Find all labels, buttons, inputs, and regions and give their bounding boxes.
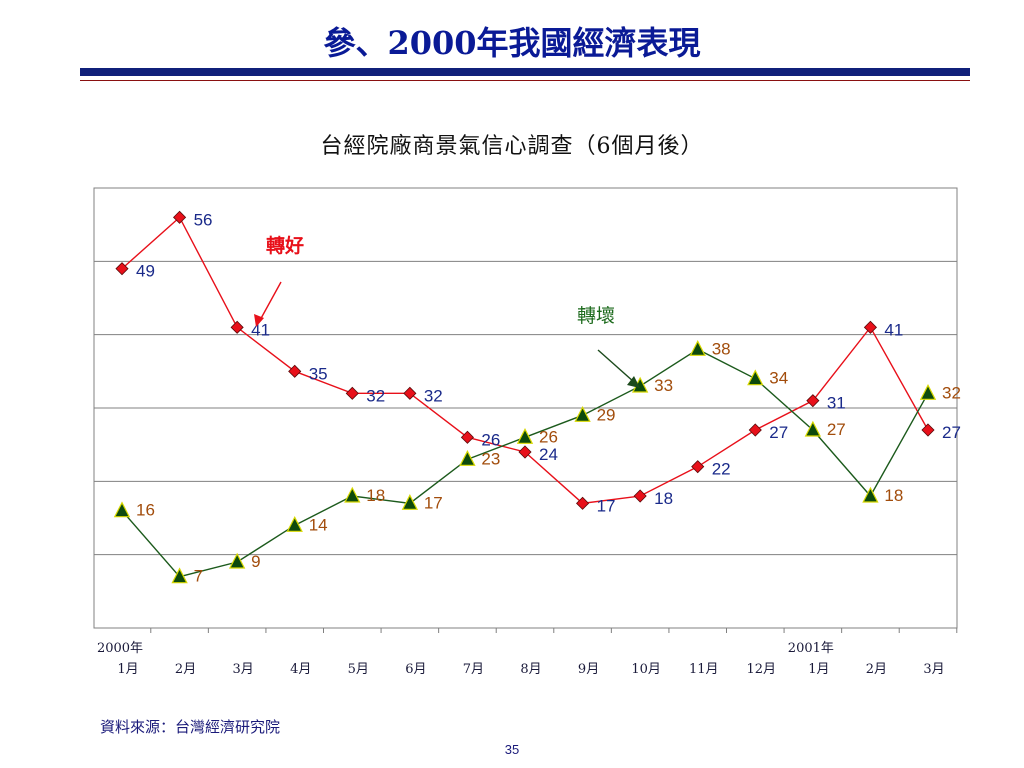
data-label: 27	[942, 423, 961, 442]
data-point-diamond	[345, 386, 359, 400]
data-label: 17	[597, 496, 616, 515]
data-label: 17	[424, 493, 443, 512]
data-label: 18	[366, 486, 385, 505]
data-label: 41	[251, 320, 270, 339]
x-year-label: 2001年	[788, 641, 834, 656]
data-point-triangle	[401, 494, 419, 510]
data-label: 31	[827, 394, 846, 413]
annotation-arrowhead-worse	[627, 376, 640, 388]
data-point-diamond	[576, 496, 590, 510]
data-label: 16	[136, 501, 155, 520]
data-label: 7	[194, 567, 203, 586]
data-label: 32	[366, 386, 385, 405]
data-point-diamond	[748, 423, 762, 437]
data-point-triangle	[113, 501, 131, 518]
data-point-triangle	[228, 552, 246, 569]
data-point-triangle	[804, 420, 822, 437]
data-label: 41	[884, 320, 903, 339]
data-point-triangle	[689, 340, 706, 356]
x-tick-label: 10月	[631, 662, 661, 677]
data-point-triangle	[574, 406, 591, 422]
x-tick-label: 12月	[747, 662, 777, 677]
data-label: 9	[251, 552, 260, 571]
data-label: 49	[136, 262, 155, 281]
data-point-triangle	[516, 428, 534, 444]
data-label: 34	[769, 369, 788, 388]
x-tick-label: 9月	[578, 662, 599, 677]
x-tick-label: 7月	[463, 662, 484, 677]
data-label: 23	[481, 449, 500, 468]
data-label: 32	[942, 383, 961, 402]
data-point-diamond	[921, 423, 935, 437]
data-point-diamond	[518, 445, 532, 459]
data-label: 18	[654, 489, 673, 508]
data-point-diamond	[633, 489, 647, 503]
source-note: 資料來源：台灣經濟研究院	[100, 718, 281, 736]
data-point-triangle	[286, 516, 303, 532]
data-point-triangle	[862, 486, 879, 503]
data-label: 24	[539, 445, 558, 464]
x-tick-label: 6月	[405, 662, 426, 677]
data-label: 27	[769, 423, 788, 442]
annotation-arrow-worse	[597, 349, 635, 383]
annotation-arrow-better	[258, 281, 282, 323]
data-point-diamond	[460, 430, 474, 444]
data-point-triangle	[171, 567, 188, 584]
data-label: 22	[712, 460, 731, 479]
data-label: 29	[597, 405, 616, 424]
data-label: 33	[654, 376, 673, 395]
page-number: 35	[504, 742, 520, 757]
x-tick-label: 2月	[866, 662, 887, 677]
data-label: 18	[884, 486, 903, 505]
data-point-diamond	[691, 460, 705, 474]
data-label: 56	[194, 210, 213, 229]
title-divider	[80, 68, 970, 76]
annotation-arrowhead-better	[254, 314, 264, 327]
x-tick-label: 3月	[233, 662, 254, 677]
x-tick-label: 1月	[808, 662, 829, 677]
data-point-diamond	[173, 210, 187, 224]
x-tick-label: 4月	[290, 662, 311, 677]
data-label: 14	[309, 515, 328, 534]
data-point-diamond	[288, 364, 302, 378]
annotation-better: 轉好	[266, 234, 304, 257]
title-divider-thin	[80, 80, 970, 81]
data-point-triangle	[344, 486, 361, 503]
data-point-triangle	[919, 384, 937, 400]
data-label: 27	[827, 420, 846, 439]
data-point-diamond	[115, 262, 129, 276]
x-tick-label: 1月	[117, 662, 138, 677]
x-tick-label: 3月	[923, 662, 944, 677]
x-year-label: 2000年	[97, 641, 143, 656]
x-tick-label: 11月	[689, 662, 719, 677]
data-point-triangle	[747, 369, 764, 386]
data-point-diamond	[230, 320, 244, 334]
data-point-triangle	[459, 450, 476, 466]
data-point-diamond	[403, 386, 417, 400]
x-tick-label: 8月	[520, 662, 541, 677]
data-point-diamond	[806, 394, 820, 408]
slide-title: 參、2000年我國經濟表現	[323, 24, 701, 62]
x-tick-label: 5月	[348, 662, 369, 677]
annotation-worse: 轉壞	[577, 305, 615, 327]
data-point-diamond	[863, 320, 877, 334]
data-label: 26	[481, 430, 500, 449]
x-tick-label: 2月	[175, 662, 196, 677]
data-label: 32	[424, 386, 443, 405]
data-label: 38	[712, 339, 731, 358]
data-label: 35	[309, 364, 328, 383]
data-label: 26	[539, 427, 558, 446]
chart-title: 台經院廠商景氣信心調查（6個月後）	[320, 134, 704, 159]
